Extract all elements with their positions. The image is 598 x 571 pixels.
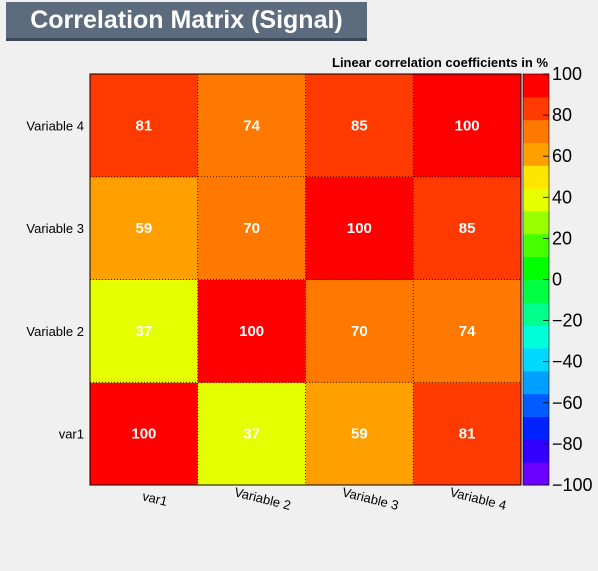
color-scale-bar	[522, 73, 550, 486]
cell-value-label: 85	[459, 220, 476, 237]
colorbar-tick-label: −20	[552, 311, 583, 331]
colorbar-segment	[523, 188, 549, 212]
colorbar-segment	[523, 393, 549, 417]
x-axis-tick-labels: var1 Variable 2 Variable 3 Variable 4	[141, 484, 508, 512]
cell-value-label: 100	[455, 117, 480, 134]
colorbar-segment	[523, 119, 549, 143]
y-axis-tick-labels: var1 Variable 2 Variable 3 Variable 4	[26, 118, 84, 441]
colorbar-segment	[523, 370, 549, 395]
colorbar-segment	[523, 325, 549, 349]
heatmap-cell	[413, 279, 522, 383]
heatmap-cell	[413, 74, 522, 178]
x-tick-label: Variable 4	[448, 484, 507, 512]
cell-value-label: 70	[351, 323, 368, 340]
cell-value-label: 37	[136, 323, 153, 340]
heatmap-cell	[305, 279, 414, 383]
chart-title: Correlation Matrix (Signal)	[6, 2, 367, 41]
colorbar-tick-label: 0	[552, 270, 562, 290]
colorbar-tick-label: 60	[552, 146, 572, 166]
heatmap-cell	[197, 382, 306, 486]
cell-value-label: 74	[459, 323, 476, 340]
cell-value-label: 70	[243, 220, 260, 237]
y-tick-label: var1	[59, 427, 84, 442]
colorbar-segment	[523, 233, 549, 258]
colorbar-segment	[523, 416, 549, 440]
colorbar-segment	[523, 348, 549, 372]
heatmap-cell	[305, 382, 414, 486]
heatmap-gridlines	[90, 74, 521, 485]
x-tick-label: var1	[141, 488, 169, 509]
colorbar-tick-label: −60	[552, 393, 583, 413]
heatmap-cell	[90, 279, 199, 383]
cell-value-label: 59	[136, 220, 153, 237]
colorbar-tick-label: −40	[552, 352, 583, 372]
cell-value-labels: 100 37 59 81 37 100 70 74 59 70 100 85 81 74 85 100	[131, 117, 479, 442]
cell-value-label: 74	[243, 117, 260, 134]
plot-frame	[89, 73, 522, 486]
heatmap-cell	[305, 176, 414, 280]
colorbar-tick-label: 80	[552, 105, 572, 125]
heatmap-cell	[413, 382, 522, 486]
colorbar-segment	[523, 96, 549, 121]
heatmap-cell	[90, 382, 199, 486]
heatmap-cells	[90, 74, 522, 486]
colorbar-segment	[523, 211, 549, 235]
colorbar-segment	[523, 165, 549, 189]
x-tick-label: Variable 3	[341, 484, 400, 512]
colorbar-segment	[523, 462, 549, 486]
colorbar-tick-label: −80	[552, 434, 583, 454]
heatmap-cell	[197, 176, 306, 280]
colorbar-title: Linear correlation coefficients in %	[332, 55, 548, 70]
cell-value-label: 37	[243, 426, 260, 443]
colorbar-tick-label: 20	[552, 228, 572, 248]
y-tick-label: Variable 3	[26, 221, 84, 236]
heatmap-cell	[197, 279, 306, 383]
heatmap-cell	[413, 176, 522, 280]
heatmap-cell	[90, 176, 199, 280]
colorbar-segment	[523, 256, 549, 280]
colorbar-segment	[523, 302, 549, 326]
y-tick-label: Variable 2	[26, 324, 84, 339]
colorbar-segment	[523, 279, 549, 303]
cell-value-label: 100	[131, 426, 156, 443]
colorbar-segment	[523, 74, 549, 98]
cell-value-label: 85	[351, 117, 368, 134]
colorbar-segment	[523, 439, 549, 463]
color-scale-tick-labels: 100 80 60 40 20 0 −20 −40 −60 −80 −100	[543, 64, 593, 495]
colorbar-tick-label: 40	[552, 187, 572, 207]
colorbar-tick-label: 100	[552, 64, 582, 84]
cell-value-label: 100	[347, 220, 372, 237]
cell-value-label: 81	[459, 426, 476, 443]
cell-value-label: 81	[136, 117, 153, 134]
cell-value-label: 100	[239, 323, 264, 340]
heatmap-cell	[305, 74, 414, 178]
heatmap-cell	[197, 74, 306, 178]
y-tick-label: Variable 4	[26, 118, 84, 133]
colorbar-segment	[523, 142, 549, 166]
heatmap-cell	[90, 74, 199, 178]
cell-value-label: 59	[351, 426, 368, 443]
x-tick-label: Variable 2	[233, 484, 292, 512]
colorbar-tick-label: −100	[552, 475, 593, 495]
